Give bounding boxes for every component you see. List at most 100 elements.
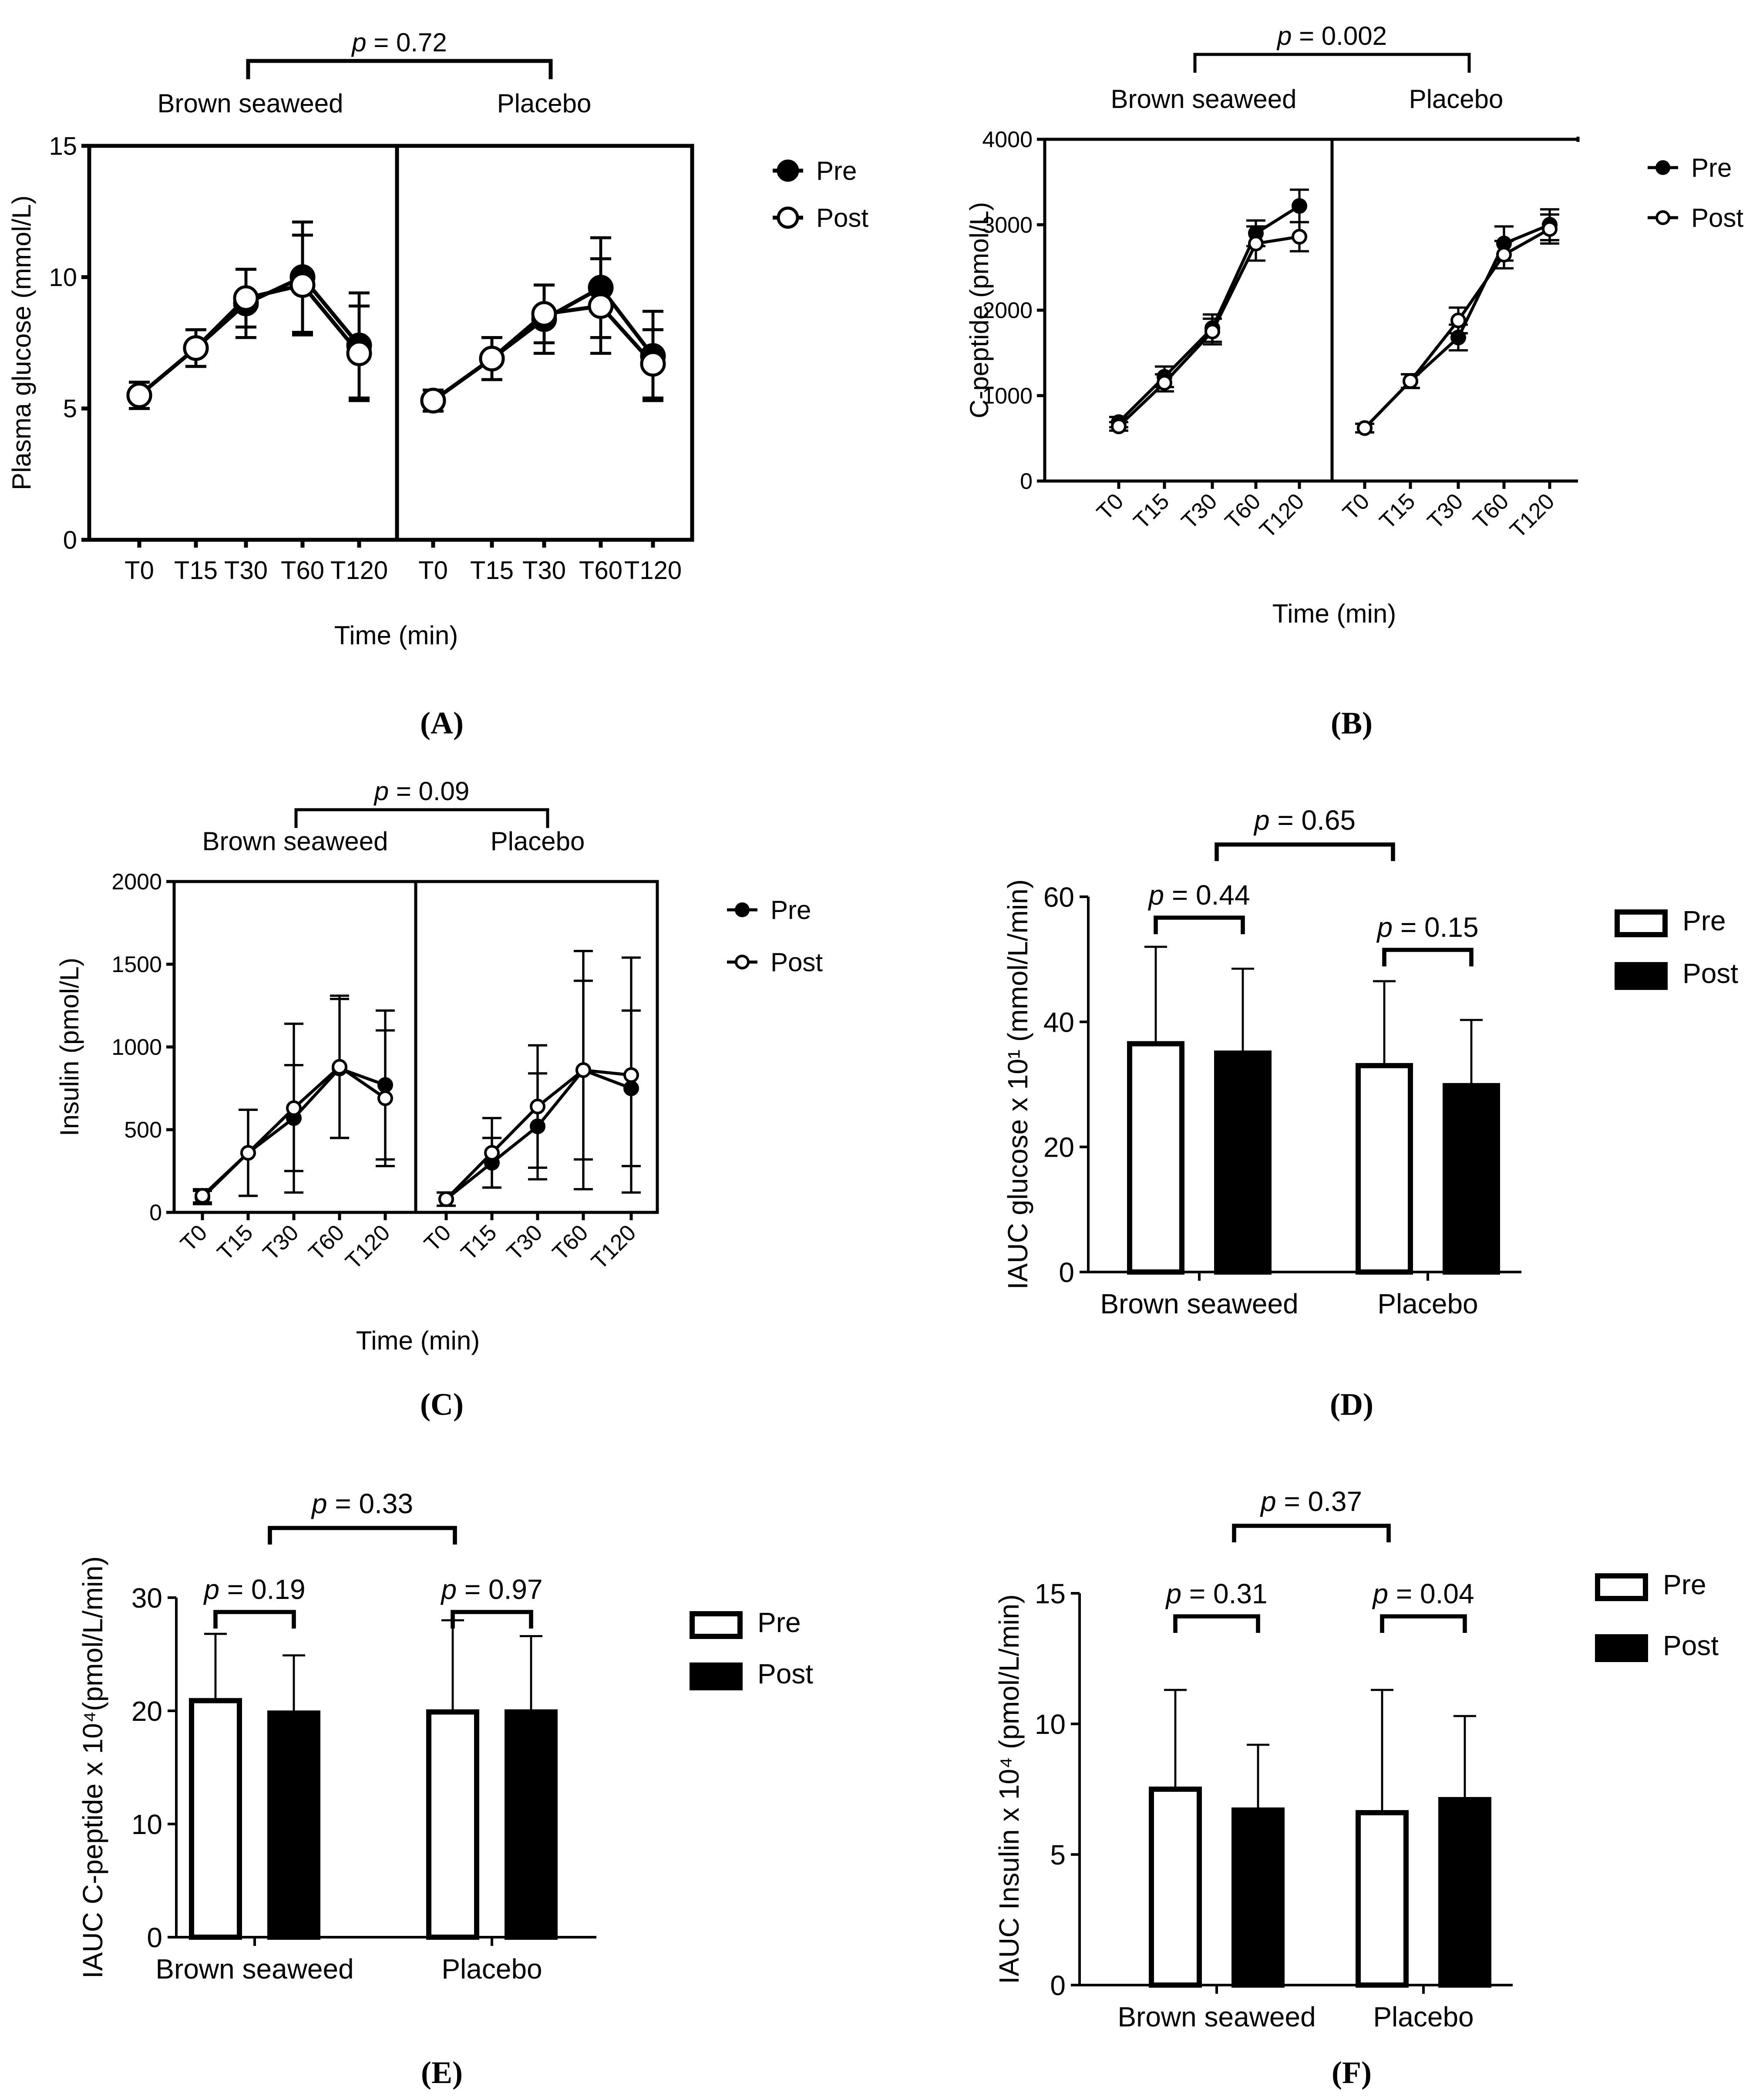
legend-marker-pre	[777, 159, 799, 182]
y-tick-label: 0	[147, 1922, 162, 1953]
y-tick-label: 10	[49, 263, 77, 292]
caption-e: (E)	[421, 2055, 463, 2090]
x-tick-label: T60	[579, 556, 622, 585]
data-point-post	[240, 1145, 256, 1161]
data-point-post	[623, 1067, 639, 1083]
y-tick-label: 40	[1043, 1006, 1074, 1038]
legend-label-post: Post	[770, 948, 823, 977]
data-point-post	[346, 340, 372, 367]
legend-label-pre: Pre	[816, 156, 857, 185]
x-tick-label: T0	[176, 1220, 212, 1256]
x-tick-label: T60	[281, 556, 324, 585]
y-axis-label: Insulin (pmol/L)	[55, 958, 84, 1136]
between-bracket	[268, 1526, 457, 1545]
data-point-post	[332, 1059, 347, 1075]
group-label-brown-seaweed: Brown seaweed	[202, 827, 388, 856]
legend-marker-post	[777, 206, 799, 229]
y-tick-label: 1500	[111, 952, 162, 977]
data-point-post	[195, 1188, 210, 1204]
bar-post-placebo	[505, 1709, 558, 1940]
x-tick-label: T15	[456, 1220, 501, 1265]
legend-label-pre: Pre	[1663, 1569, 1706, 1600]
legend-marker-post	[735, 955, 750, 969]
between-p-value-value: = 0.37	[1276, 1486, 1363, 1517]
y-tick-label: 20	[1043, 1132, 1074, 1163]
within-p-value-value: = 0.44	[1164, 879, 1250, 911]
panel-f-iauc-insulin-chart: 0 5 10 15 IAUC Insulin x 10⁴ (pmol/L/min) Bro…	[882, 1384, 1763, 2057]
legend-label-pre: Pre	[770, 895, 811, 925]
y-tick-label: 2000	[111, 869, 162, 895]
data-point-post	[438, 1191, 454, 1207]
within-bracket	[1173, 1614, 1260, 1633]
data-point-post	[530, 1098, 545, 1114]
data-point-post	[420, 387, 446, 414]
x-tick-label: T0	[420, 1220, 456, 1256]
legend-swatch-post	[690, 1662, 743, 1690]
comparison-p-value-symbol: p	[373, 777, 389, 806]
data-point-post	[1157, 375, 1172, 391]
y-tick-label: 15	[1035, 1578, 1066, 1609]
within-p-value-symbol: p	[1147, 879, 1164, 911]
panel-a-glucose-chart: 0 5 10 15 Plasma glucose (mmol/L) T0 T15 T30 T60…	[0, 0, 882, 679]
within-bracket	[213, 1610, 296, 1629]
legend-swatch-post	[1615, 962, 1668, 990]
y-axis-label: IAUC glucose x 10¹ (mmol/L/min)	[1002, 879, 1033, 1289]
y-tick-label: 0	[1020, 469, 1033, 494]
bar-post-brown-seaweed	[267, 1710, 320, 1940]
within-p-value-symbol: p	[203, 1574, 219, 1605]
legend-marker-pre	[1655, 160, 1670, 175]
data-point-pre	[530, 1118, 545, 1134]
comparison-bracket	[1193, 53, 1471, 73]
between-bracket	[1215, 842, 1395, 861]
x-tick-label: T120	[330, 556, 388, 585]
caption-b: (B)	[1331, 706, 1373, 740]
data-point-post	[1357, 420, 1373, 436]
y-axis-label: IAUC C-peptide x 10⁴(pmol/L/min)	[77, 1556, 108, 1979]
data-point-post	[588, 293, 614, 319]
between-p-value: p = 0.65	[1253, 804, 1356, 836]
y-tick-label: 2000	[982, 298, 1033, 323]
bar-pre-brown-seaweed	[1127, 1041, 1184, 1275]
within-bracket	[451, 1610, 533, 1629]
within-p-value-symbol: p	[1372, 1578, 1388, 1609]
group-label-placebo: Placebo	[497, 89, 592, 118]
within-p-value: p = 0.15	[1376, 912, 1478, 943]
y-tick-label: 30	[131, 1582, 162, 1614]
comparison-p-value-symbol: p	[351, 28, 366, 57]
x-tick-label: T15	[1129, 488, 1174, 534]
within-p-value-symbol: p	[1165, 1578, 1181, 1609]
between-p-value-value: = 0.33	[327, 1488, 414, 1519]
legend-marker-post	[1655, 210, 1670, 225]
within-p-value: p = 0.04	[1372, 1578, 1474, 1609]
chart-svg: 0 10 20 30 IAUC C-peptide x 10⁴(pmol/L/min) B…	[77, 1488, 813, 1985]
x-tick-label: T120	[1255, 488, 1309, 543]
x-tick-label: T30	[224, 556, 268, 585]
y-tick-label: 0	[1050, 1970, 1066, 2001]
group-label-placebo: Placebo	[1409, 84, 1504, 114]
data-point-post	[377, 1090, 393, 1106]
x-tick-label: T0	[418, 556, 448, 585]
legend-label-post: Post	[816, 203, 868, 232]
x-category-label: Brown seaweed	[1117, 2001, 1316, 2033]
legend-label-pre: Pre	[1682, 905, 1726, 936]
data-point-post	[1292, 229, 1307, 245]
legend-label-pre: Pre	[1691, 153, 1732, 182]
x-axis-label: Time (min)	[1272, 599, 1396, 628]
data-point-post	[1248, 236, 1264, 252]
x-tick-label: T15	[174, 556, 218, 585]
within-bracket	[1154, 915, 1245, 934]
within-p-value-value: = 0.19	[219, 1574, 306, 1605]
caption-a: (A)	[420, 706, 464, 740]
legend-label-post: Post	[1663, 1630, 1719, 1661]
data-point-post	[183, 335, 209, 361]
data-point-post	[531, 301, 557, 327]
y-tick-label: 500	[124, 1117, 162, 1143]
x-tick-label: T120	[587, 1220, 641, 1274]
comparison-p-value-value: = 0.72	[367, 28, 447, 57]
chart-svg: 0 20 40 60 IAUC glucose x 10¹ (mmol/L/min) Br…	[1002, 804, 1738, 1319]
y-tick-label: 5	[1050, 1839, 1066, 1871]
group-label-brown-seaweed: Brown seaweed	[158, 89, 343, 118]
x-category-label: Placebo	[441, 1953, 542, 1985]
x-tick-label: T120	[624, 556, 682, 585]
